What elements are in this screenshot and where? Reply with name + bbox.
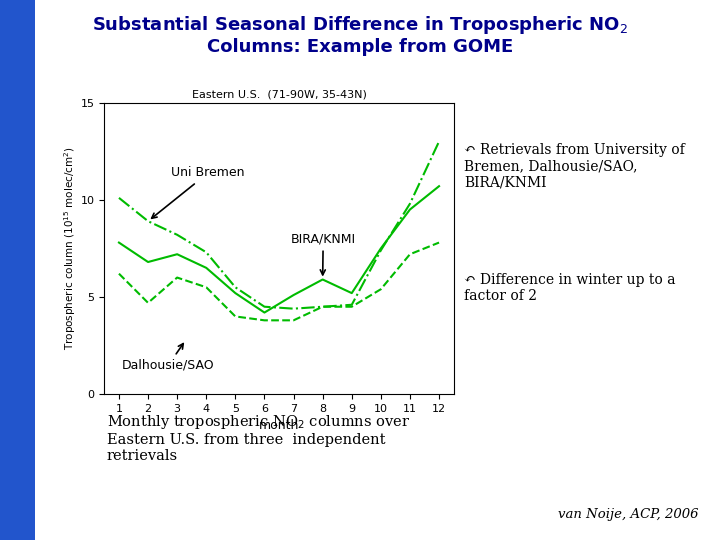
Text: ↶ Difference in winter up to a
factor of 2: ↶ Difference in winter up to a factor of… [464,273,676,303]
Text: BIRA/KNMI: BIRA/KNMI [291,233,356,275]
Text: Dalhousie/SAO: Dalhousie/SAO [122,343,215,372]
Y-axis label: Tropospheric column (10$^{15}$ molec/cm$^{2}$): Tropospheric column (10$^{15}$ molec/cm$… [62,146,78,350]
Text: Columns: Example from GOME: Columns: Example from GOME [207,38,513,56]
Text: ↶ Retrievals from University of
Bremen, Dalhousie/SAO,
BIRA/KNMI: ↶ Retrievals from University of Bremen, … [464,143,685,190]
Text: Substantial Seasonal Difference in Tropospheric NO$_2$: Substantial Seasonal Difference in Tropo… [92,14,628,36]
Title: Eastern U.S.  (71-90W, 35-43N): Eastern U.S. (71-90W, 35-43N) [192,89,366,99]
Text: Uni Bremen: Uni Bremen [152,166,245,218]
Text: Monthly tropospheric NO$_2$ columns over
Eastern U.S. from three  independent
re: Monthly tropospheric NO$_2$ columns over… [107,413,410,463]
X-axis label: month: month [258,420,300,433]
Text: van Noije, ACP, 2006: van Noije, ACP, 2006 [558,508,698,521]
